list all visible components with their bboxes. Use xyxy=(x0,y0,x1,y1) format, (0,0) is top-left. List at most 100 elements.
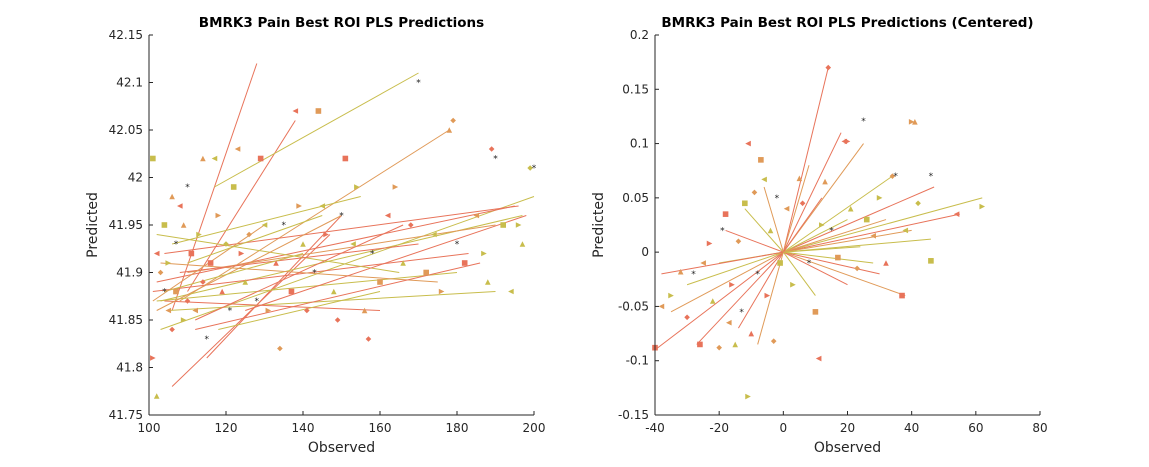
left-y-tick-label: 41.8 xyxy=(116,361,143,375)
right-fit-line xyxy=(696,251,784,345)
right-data-point xyxy=(742,200,748,207)
right-data-points: * * * * * * * * * * xyxy=(652,64,986,400)
left-data-point xyxy=(223,241,229,247)
left-data-point xyxy=(234,146,241,152)
left-x-tick-label: 180 xyxy=(446,421,469,435)
right-data-point xyxy=(706,240,713,247)
left-y-tick-label: 41.95 xyxy=(109,218,143,232)
right-data-point xyxy=(729,281,735,288)
left-data-point: * xyxy=(493,155,498,165)
left-x-tick-label: 100 xyxy=(138,421,161,435)
right-data-point xyxy=(725,319,732,326)
left-data-point: * xyxy=(312,269,317,279)
left-data-point xyxy=(188,250,195,257)
right-data-point xyxy=(748,330,755,337)
left-data-point xyxy=(384,212,391,219)
right-fit-line xyxy=(783,175,893,253)
left-fit-line xyxy=(187,120,296,292)
left-axes: 100 120 140 160 180 200 41.75 41.8 41.85 41.9 41.9… xyxy=(85,28,545,456)
left-data-point: * xyxy=(162,288,167,298)
right-data-point xyxy=(854,265,860,272)
left-fit-line xyxy=(179,243,419,273)
left-data-point xyxy=(431,231,437,238)
left-data-point xyxy=(500,222,506,228)
left-data-point xyxy=(180,222,187,228)
left-data-point xyxy=(165,260,172,266)
right-y-tick-label: -0.1 xyxy=(626,354,649,368)
left-data-point xyxy=(319,203,326,209)
right-data-point xyxy=(783,205,790,212)
left-data-point xyxy=(184,298,191,304)
left-data-point xyxy=(177,203,183,209)
right-data-point xyxy=(677,268,684,275)
left-data-point xyxy=(473,212,480,219)
plot-left: BMRK3 Pain Best ROI PLS Predictions*****… xyxy=(85,15,545,456)
right-fit-line xyxy=(757,252,784,345)
left-x-tick-label: 140 xyxy=(292,421,315,435)
right-data-point: * xyxy=(893,172,898,182)
right-data-point xyxy=(825,64,832,71)
left-fit-line xyxy=(187,224,496,273)
left-data-point xyxy=(354,184,360,190)
right-data-point: * xyxy=(720,226,725,236)
left-data-point xyxy=(165,307,172,314)
left-data-point: * xyxy=(339,212,344,222)
left-data-point xyxy=(265,307,272,314)
left-data-point xyxy=(461,260,468,266)
right-y-tick-label: 0.05 xyxy=(622,191,649,205)
left-data-point xyxy=(169,193,175,200)
right-data-point xyxy=(812,309,819,315)
left-fit-line xyxy=(214,72,419,188)
right-fit-line xyxy=(783,219,848,253)
left-data-point xyxy=(361,307,368,314)
right-fit-line xyxy=(782,132,842,253)
left-y-tick-label: 42.05 xyxy=(109,123,143,137)
left-fit-line xyxy=(179,129,450,302)
left-fit-line xyxy=(195,262,481,330)
right-data-point xyxy=(770,338,777,344)
left-data-point xyxy=(273,260,279,266)
right-data-point xyxy=(822,178,828,185)
left-data-point xyxy=(300,241,306,247)
left-x-tick-label: 200 xyxy=(523,421,546,435)
right-data-point: * xyxy=(739,308,744,318)
left-data-point xyxy=(400,260,406,266)
left-data-point xyxy=(150,155,156,162)
left-data-point xyxy=(277,345,283,352)
right-data-point xyxy=(835,254,841,261)
left-data-point xyxy=(446,127,453,133)
left-fit-line xyxy=(164,300,381,311)
right-data-point xyxy=(658,303,665,310)
right-chart-title: BMRK3 Pain Best ROI PLS Predictions (Cen… xyxy=(661,15,1033,31)
right-data-point xyxy=(758,157,764,163)
right-fit-line xyxy=(782,251,816,296)
left-data-point xyxy=(246,231,252,238)
right-data-point xyxy=(899,292,905,299)
right-fit-line xyxy=(783,197,983,253)
left-data-point xyxy=(180,317,187,323)
left-y-tick-label: 42 xyxy=(128,171,143,185)
right-y-axis-label: Predicted xyxy=(591,192,607,258)
left-data-point xyxy=(331,288,337,295)
left-fit-line xyxy=(218,291,381,330)
right-data-point xyxy=(735,238,742,245)
right-x-tick-label: 20 xyxy=(840,421,855,435)
right-fit-line xyxy=(686,251,784,286)
right-data-point xyxy=(844,138,851,145)
left-data-point xyxy=(192,307,198,314)
right-x-tick-label: -20 xyxy=(709,421,729,435)
right-x-tick-label: 60 xyxy=(968,421,983,435)
right-data-point xyxy=(902,227,909,234)
left-x-tick-label: 160 xyxy=(369,421,392,435)
left-data-point xyxy=(296,203,302,209)
left-data-point xyxy=(365,336,372,342)
right-fit-line xyxy=(783,213,960,253)
left-fit-line xyxy=(206,215,342,359)
left-data-point xyxy=(161,222,168,228)
right-data-point xyxy=(876,195,883,201)
left-data-point xyxy=(196,231,202,238)
right-fit-line xyxy=(654,251,784,351)
right-fit-line xyxy=(661,251,784,275)
left-fit-line xyxy=(187,215,323,264)
right-fit-line xyxy=(783,219,887,253)
